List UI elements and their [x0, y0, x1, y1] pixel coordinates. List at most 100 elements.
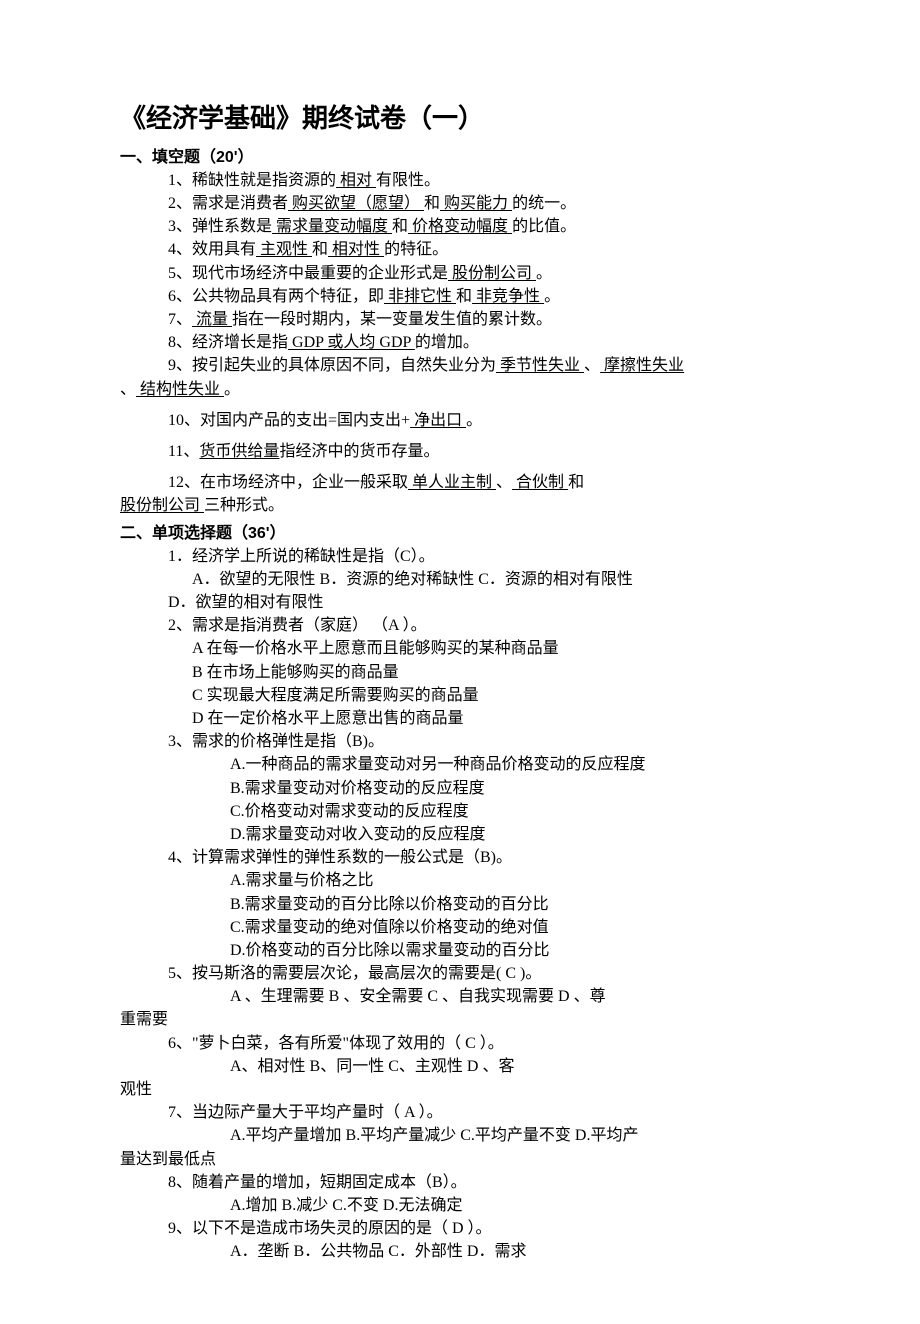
mc-q3-a: A.一种商品的需求量变动对另一种商品价格变动的反应程度: [120, 753, 810, 776]
mc-q8: 8、随着产量的增加，短期固定成本（B）。: [120, 1171, 810, 1194]
q4-text-a: 4、效用具有: [168, 241, 256, 258]
mc-q4-b: B.需求量变动的百分比除以价格变动的百分比: [120, 893, 810, 916]
fill-q4: 4、效用具有 主观性 和 相对性 的特征。: [120, 238, 810, 261]
q2-text-b: 和: [424, 195, 440, 212]
q5-text-b: 。: [536, 265, 552, 282]
mc-q8-opts: A.增加 B.减少 C.不变 D.无法确定: [120, 1194, 810, 1217]
q6-text-c: 。: [544, 288, 560, 305]
mc-q3-b: B.需求量变动对价格变动的反应程度: [120, 777, 810, 800]
q4-text-b: 和: [312, 241, 328, 258]
fill-q12-line1: 12、在市场经济中，企业一般采取 单人业主制 、 合伙制 和: [120, 471, 810, 494]
q10-text-a: 10、对国内产品的支出=国内支出+: [168, 412, 410, 429]
q1-blank: 相对: [336, 172, 376, 189]
fill-q6: 6、公共物品具有两个特征，即 非排它性 和 非竞争性 。: [120, 285, 810, 308]
mc-q2: 2、需求是指消费者（家庭） （A ）。: [120, 614, 810, 637]
q11-blank: 货币供给量: [199, 443, 279, 460]
q9-text-a: 9、按引起失业的具体原因不同，自然失业分为: [168, 357, 496, 374]
mc-q5-opts-b: 重需要: [120, 1008, 810, 1031]
section-2-head: 二、单项选择题（36'）: [120, 522, 810, 545]
q5-text-a: 5、现代市场经济中最重要的企业形式是: [168, 265, 448, 282]
mc-q1-opt-d: D．欲望的相对有限性: [120, 591, 810, 614]
mc-q7-opts-b: 量达到最低点: [120, 1148, 810, 1171]
mc-q2-c: C 实现最大程度满足所需要购买的商品量: [120, 684, 810, 707]
section-1-head: 一、填空题（20'）: [120, 146, 810, 169]
q7-text-a: 7、: [168, 311, 192, 328]
q9-blank2: 摩擦性失业: [600, 357, 684, 374]
q11-text-b: 指经济中的货币存量。: [279, 443, 439, 460]
q3-text-b: 和: [392, 218, 408, 235]
q3-text-c: 的比值。: [512, 218, 576, 235]
q7-blank: 流量: [192, 311, 232, 328]
mc-q4-a: A.需求量与价格之比: [120, 869, 810, 892]
q6-blank2: 非竞争性: [472, 288, 544, 305]
fill-q2: 2、需求是消费者 购买欲望（愿望） 和 购买能力 的统一。: [120, 192, 810, 215]
q8-text-a: 8、经济增长是指: [168, 334, 288, 351]
q12-blank1: 单人业主制: [408, 474, 496, 491]
q1-text-a: 1、稀缺性就是指资源的: [168, 172, 336, 189]
q12-blank2: 合伙制: [512, 474, 568, 491]
mc-q7: 7、当边际产量大于平均产量时（ A ）。: [120, 1101, 810, 1124]
q3-blank2: 价格变动幅度: [408, 218, 512, 235]
q11-text-a: 11、: [168, 443, 199, 460]
q8-text-b: 的增加。: [415, 334, 479, 351]
q6-text-a: 6、公共物品具有两个特征，即: [168, 288, 384, 305]
fill-q9-line2: 、 结构性失业 。: [120, 378, 810, 401]
q10-text-b: 。: [466, 412, 482, 429]
mc-q5-opts-a: A 、生理需要 B 、安全需要 C 、自我实现需要 D 、尊: [120, 985, 810, 1008]
q9-text-c: 、: [120, 381, 136, 398]
q4-text-c: 的特征。: [384, 241, 448, 258]
q6-text-b: 和: [456, 288, 472, 305]
q3-text-a: 3、弹性系数是: [168, 218, 272, 235]
q4-blank1: 主观性: [256, 241, 312, 258]
q12-text-d: 三种形式。: [204, 497, 284, 514]
q5-blank: 股份制公司: [448, 265, 536, 282]
exam-title: 《经济学基础》期终试卷（一）: [120, 100, 810, 138]
q12-blank3: 股份制公司: [120, 497, 204, 514]
mc-q7-opts-a: A.平均产量增加 B.平均产量减少 C.平均产量不变 D.平均产: [120, 1124, 810, 1147]
q9-blank4: 结构性失业: [136, 381, 224, 398]
mc-q6-opts-b: 观性: [120, 1078, 810, 1101]
q2-blank1: 购买欲望（愿望）: [288, 195, 424, 212]
q4-blank2: 相对性: [328, 241, 384, 258]
fill-q5: 5、现代市场经济中最重要的企业形式是 股份制公司 。: [120, 262, 810, 285]
mc-q1: 1．经济学上所说的稀缺性是指（C）。: [120, 545, 810, 568]
mc-q5: 5、按马斯洛的需要层次论，最高层次的需要是( C )。: [120, 962, 810, 985]
mc-q6: 6、"萝卜白菜，各有所爱"体现了效用的（ C ）。: [120, 1032, 810, 1055]
q1-text-b: 有限性。: [376, 172, 440, 189]
q2-blank2: 购买能力: [440, 195, 512, 212]
q12-text-b: 、: [496, 474, 512, 491]
fill-q10: 10、对国内产品的支出=国内支出+ 净出口 。: [120, 409, 810, 432]
mc-q3-c: C.价格变动对需求变动的反应程度: [120, 800, 810, 823]
q6-blank1: 非排它性: [384, 288, 456, 305]
q2-text-c: 的统一。: [512, 195, 576, 212]
fill-q1: 1、稀缺性就是指资源的 相对 有限性。: [120, 169, 810, 192]
mc-q2-d: D 在一定价格水平上愿意出售的商品量: [120, 707, 810, 730]
fill-q9-line1: 9、按引起失业的具体原因不同，自然失业分为 季节性失业 、 摩擦性失业: [120, 354, 810, 377]
mc-q6-opts-a: A、相对性 B、同一性 C、主观性 D 、客: [120, 1055, 810, 1078]
q8-blank: GDP 或人均 GDP: [288, 334, 415, 351]
fill-q7: 7、 流量 指在一段时期内，某一变量发生值的累计数。: [120, 308, 810, 331]
mc-q4-c: C.需求量变动的绝对值除以价格变动的绝对值: [120, 916, 810, 939]
mc-q4-d: D.价格变动的百分比除以需求量变动的百分比: [120, 939, 810, 962]
q9-text-d: 。: [224, 381, 240, 398]
mc-q4: 4、计算需求弹性的弹性系数的一般公式是（B)。: [120, 846, 810, 869]
q12-text-a: 12、在市场经济中，企业一般采取: [168, 474, 408, 491]
q10-blank: 净出口: [410, 412, 466, 429]
mc-q3: 3、需求的价格弹性是指（B)。: [120, 730, 810, 753]
mc-q3-d: D.需求量变动对收入变动的反应程度: [120, 823, 810, 846]
fill-q11: 11、货币供给量指经济中的货币存量。: [120, 440, 810, 463]
q9-text-b: 、: [584, 357, 600, 374]
mc-q1-opts: A．欲望的无限性 B．资源的绝对稀缺性 C．资源的相对有限性: [120, 568, 810, 591]
mc-q9: 9、以下不是造成市场失灵的原因的是（ D ）。: [120, 1217, 810, 1240]
q7-text-b: 指在一段时期内，某一变量发生值的累计数。: [232, 311, 552, 328]
mc-q2-b: B 在市场上能够购买的商品量: [120, 661, 810, 684]
fill-q12-line2: 股份制公司 三种形式。: [120, 494, 810, 517]
q12-text-c: 和: [568, 474, 584, 491]
mc-q2-a: A 在每一价格水平上愿意而且能够购买的某种商品量: [120, 637, 810, 660]
q9-blank1: 季节性失业: [496, 357, 584, 374]
mc-q9-opts: A．垄断 B．公共物品 C．外部性 D．需求: [120, 1240, 810, 1263]
fill-q8: 8、经济增长是指 GDP 或人均 GDP 的增加。: [120, 331, 810, 354]
q3-blank1: 需求量变动幅度: [272, 218, 392, 235]
q2-text-a: 2、需求是消费者: [168, 195, 288, 212]
fill-q3: 3、弹性系数是 需求量变动幅度 和 价格变动幅度 的比值。: [120, 215, 810, 238]
